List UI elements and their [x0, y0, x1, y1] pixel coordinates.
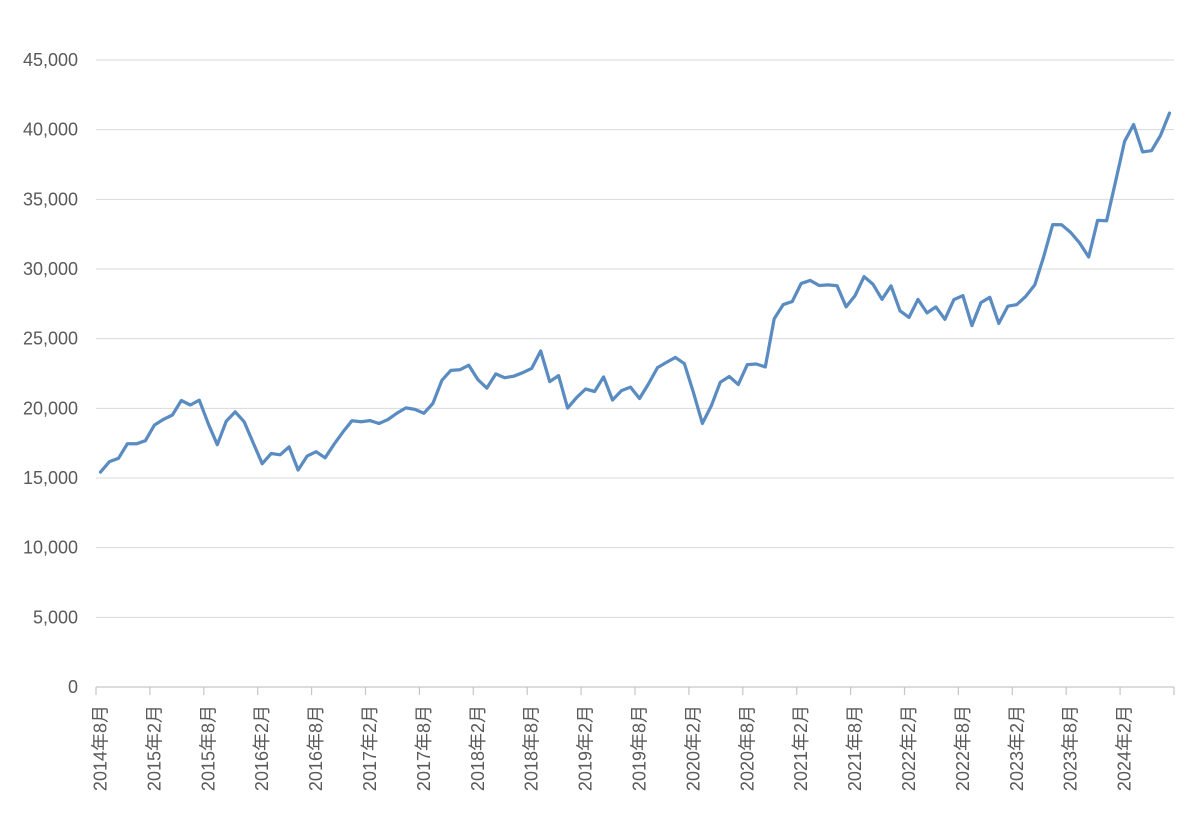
- x-axis-label: 2019年8月: [629, 705, 649, 791]
- x-axis-label: 2017年8月: [414, 705, 434, 791]
- x-axis-label: 2015年8月: [198, 705, 218, 791]
- x-axis-label: 2022年8月: [953, 705, 973, 791]
- x-axis-label: 2022年2月: [899, 705, 919, 791]
- x-axis-label: 2023年2月: [1007, 705, 1027, 791]
- x-axis-label: 2016年2月: [252, 705, 272, 791]
- x-axis-label: 2024年2月: [1115, 705, 1135, 791]
- price-line-series: [98, 111, 1172, 474]
- x-axis-label: 2017年2月: [360, 705, 380, 791]
- x-axis-label: 2023年8月: [1061, 705, 1081, 791]
- x-axis-label: 2020年2月: [683, 705, 703, 791]
- y-axis-label: 10,000: [23, 538, 78, 558]
- x-axis-label: 2020年8月: [737, 705, 757, 791]
- x-axis-label: 2015年2月: [144, 705, 164, 791]
- y-axis-label: 45,000: [23, 50, 78, 70]
- x-axis-label: 2016年8月: [306, 705, 326, 791]
- y-axis-label: 0: [68, 677, 78, 697]
- x-axis-label: 2021年8月: [845, 705, 865, 791]
- y-axis-label: 35,000: [23, 189, 78, 209]
- y-axis-label: 30,000: [23, 259, 78, 279]
- x-axis-label: 2021年2月: [791, 705, 811, 791]
- y-axis-label: 25,000: [23, 329, 78, 349]
- y-axis-label: 5,000: [33, 607, 78, 627]
- y-axis-label: 20,000: [23, 398, 78, 418]
- x-axis-label: 2014年8月: [90, 705, 110, 791]
- x-axis-label: 2019年2月: [576, 705, 596, 791]
- y-axis-label: 15,000: [23, 468, 78, 488]
- x-axis-label: 2018年8月: [522, 705, 542, 791]
- x-axis-label: 2018年2月: [468, 705, 488, 791]
- y-axis-label: 40,000: [23, 120, 78, 140]
